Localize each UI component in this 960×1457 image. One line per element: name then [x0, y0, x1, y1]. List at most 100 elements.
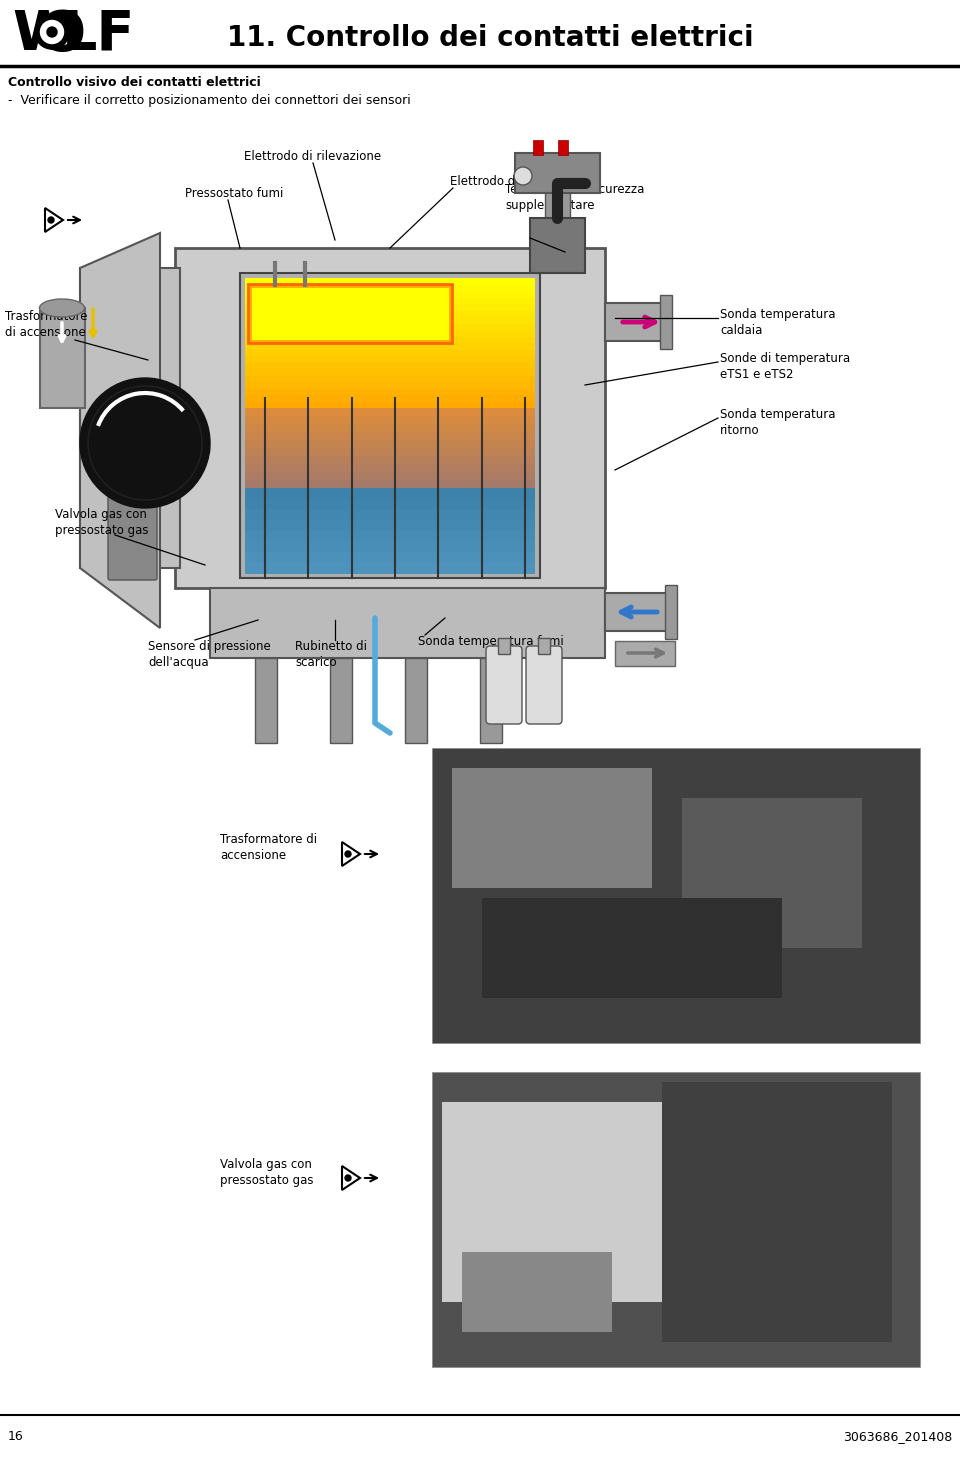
Bar [558, 140, 568, 154]
Bar [245, 447, 535, 457]
Bar [245, 389, 535, 396]
Bar [432, 747, 920, 1043]
Bar [245, 408, 535, 417]
Polygon shape [45, 208, 63, 232]
Text: Termostato di sicurezza
supplementare: Termostato di sicurezza supplementare [505, 184, 644, 213]
Bar [245, 329, 535, 338]
Bar [245, 562, 535, 574]
Bar [245, 440, 535, 449]
Text: LF: LF [62, 7, 135, 63]
Text: Sonda temperatura fumi: Sonda temperatura fumi [418, 635, 564, 648]
Bar [605, 593, 675, 631]
Text: Sonda temperatura
ritorno: Sonda temperatura ritorno [720, 408, 835, 437]
FancyBboxPatch shape [526, 645, 562, 724]
FancyArrowPatch shape [167, 450, 203, 476]
Bar [432, 1072, 920, 1367]
Text: Elettrodo di rilevazione: Elettrodo di rilevazione [245, 150, 381, 163]
Bar [245, 530, 535, 542]
Bar [245, 278, 535, 286]
Bar [245, 463, 535, 474]
Bar [605, 303, 670, 341]
Polygon shape [342, 842, 360, 865]
Bar [245, 382, 535, 389]
Bar [240, 272, 540, 578]
Bar [245, 498, 535, 510]
Bar [80, 268, 180, 568]
Bar [255, 659, 277, 743]
Bar [245, 323, 535, 331]
Bar [405, 659, 427, 743]
Text: Trasformatore di
accensione: Trasformatore di accensione [220, 833, 317, 863]
Bar [245, 318, 535, 325]
Text: Controllo visivo dei contatti elettrici: Controllo visivo dei contatti elettrici [8, 76, 261, 89]
Bar [175, 248, 605, 589]
Bar [245, 479, 535, 490]
Bar [682, 798, 862, 949]
Circle shape [47, 28, 57, 36]
Bar [245, 402, 535, 409]
Bar [245, 417, 535, 425]
Bar [210, 589, 605, 659]
Bar [250, 286, 450, 341]
Bar [452, 768, 652, 887]
Bar [245, 369, 535, 376]
Bar [245, 424, 535, 433]
Bar [515, 153, 600, 192]
Bar [245, 552, 535, 564]
Text: Valvola gas con
pressostato gas: Valvola gas con pressostato gas [55, 508, 149, 538]
Bar [245, 488, 535, 500]
Bar [245, 376, 535, 383]
Text: Sensore di pressione
dell'acqua: Sensore di pressione dell'acqua [148, 640, 271, 669]
Bar [245, 541, 535, 552]
Bar [245, 356, 535, 363]
Bar [245, 291, 535, 299]
Bar [245, 363, 535, 370]
Polygon shape [80, 233, 160, 628]
Text: 3063686_201408: 3063686_201408 [843, 1429, 952, 1442]
Text: Pressostato fumi: Pressostato fumi [185, 186, 283, 200]
Text: Valvola gas con
pressostato gas: Valvola gas con pressostato gas [220, 1158, 314, 1187]
Bar [482, 898, 782, 998]
Bar [660, 294, 672, 350]
Bar [245, 472, 535, 481]
Text: Trasformatore
di accensione: Trasformatore di accensione [5, 310, 87, 339]
Bar [530, 219, 585, 272]
Bar [442, 1101, 662, 1303]
Bar [462, 1252, 612, 1332]
Text: 16: 16 [8, 1429, 24, 1442]
Circle shape [37, 17, 67, 47]
Polygon shape [342, 1166, 360, 1190]
Text: Rubinetto di
scarico: Rubinetto di scarico [295, 640, 367, 669]
Text: 11. Controllo dei contatti elettrici: 11. Controllo dei contatti elettrici [227, 23, 754, 52]
Bar [245, 431, 535, 441]
Bar [545, 188, 570, 254]
Text: Sonde di temperatura
eTS1 e eTS2: Sonde di temperatura eTS1 e eTS2 [720, 353, 851, 380]
Bar [245, 395, 535, 402]
Bar [665, 586, 677, 640]
Circle shape [345, 1174, 351, 1182]
FancyBboxPatch shape [108, 495, 157, 580]
Circle shape [80, 377, 210, 508]
Bar [245, 342, 535, 351]
Text: -  Verificare il corretto posizionamento dei connettori dei sensori: - Verificare il corretto posizionamento … [8, 95, 411, 106]
Bar [245, 456, 535, 465]
Bar [245, 350, 535, 357]
FancyBboxPatch shape [486, 645, 522, 724]
Text: O: O [38, 7, 85, 63]
Bar [245, 310, 535, 318]
Bar [245, 337, 535, 344]
Circle shape [514, 168, 532, 185]
Bar [245, 305, 535, 312]
Text: Elettrodo di accensione: Elettrodo di accensione [450, 175, 588, 188]
Text: Sonda temperatura
caldaia: Sonda temperatura caldaia [720, 307, 835, 337]
Circle shape [48, 217, 54, 223]
Bar [480, 659, 502, 743]
Bar [245, 297, 535, 305]
Bar [245, 510, 535, 520]
Bar [498, 638, 510, 654]
Circle shape [345, 851, 351, 857]
Bar [40, 307, 85, 408]
Bar [245, 520, 535, 532]
Text: W: W [12, 7, 73, 63]
Ellipse shape [39, 299, 84, 318]
